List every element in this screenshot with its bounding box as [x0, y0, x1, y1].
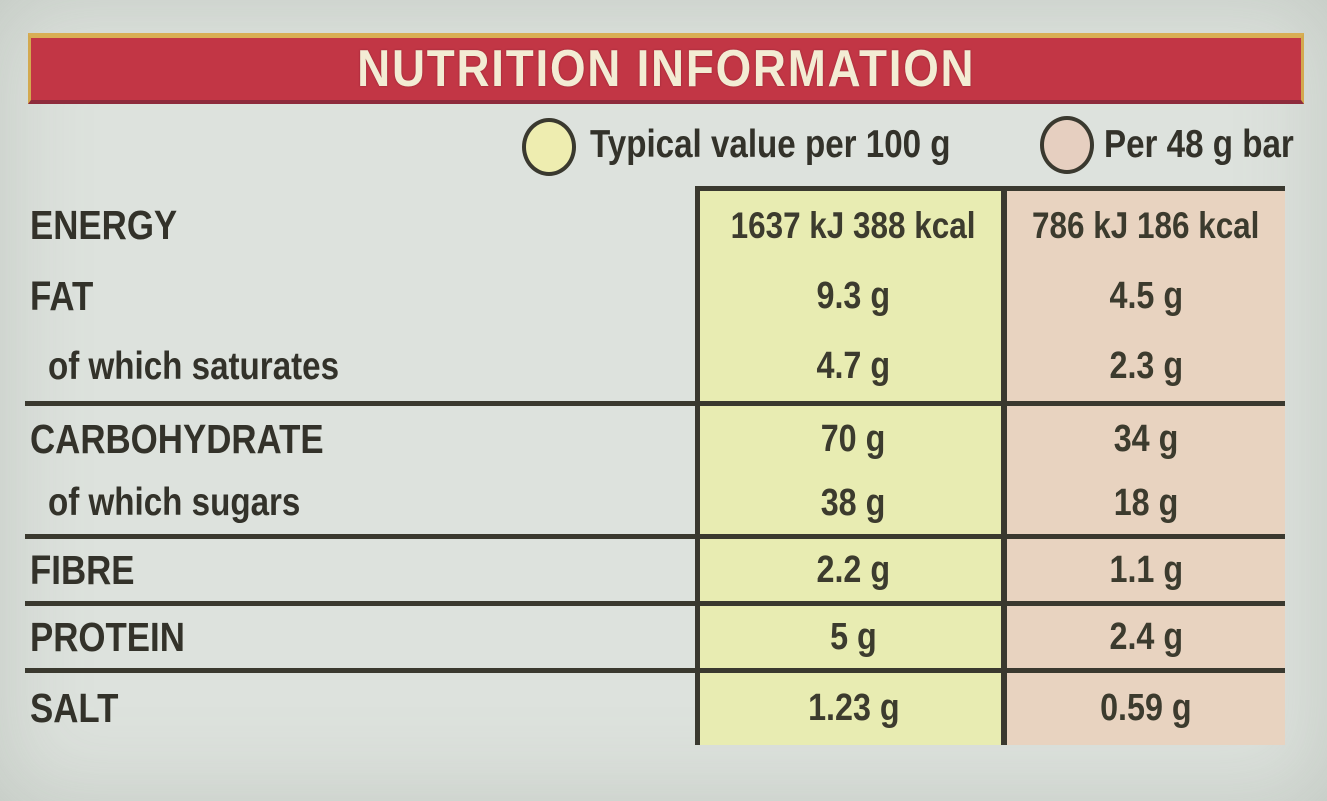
per-bar-value-text: 2.4 g [1109, 615, 1183, 658]
row-label: of which sugars [0, 472, 700, 534]
row-label: SALT [0, 672, 700, 745]
per-100g-value: 70 g [700, 406, 1007, 472]
per-bar-value-text: 2.3 g [1109, 345, 1183, 387]
row-label-text: SALT [30, 685, 119, 731]
row-label-text: ENERGY [30, 202, 178, 248]
per-bar-legend-label: Per 48 g bar [1104, 112, 1327, 178]
table-row: ENERGY 1637 kJ 388 kcal 786 kJ 186 kcal [0, 190, 1327, 261]
row-label-text: FIBRE [30, 546, 135, 593]
per-100g-column-background [700, 191, 1001, 745]
per-bar-value-text: 1.1 g [1109, 548, 1183, 591]
rule-after-sugars [25, 534, 1285, 539]
per-100g-value: 9.3 g [700, 261, 1007, 332]
per-100g-value: 4.7 g [700, 332, 1007, 401]
per-bar-value: 2.3 g [1007, 332, 1285, 401]
per-bar-value: 18 g [1007, 472, 1285, 534]
header-bar: NUTRITION INFORMATION [28, 33, 1304, 104]
column-divider [1001, 186, 1007, 745]
per-100g-value: 5 g [700, 606, 1007, 668]
per-bar-value: 2.4 g [1007, 606, 1285, 668]
table-row: PROTEIN 5 g 2.4 g [0, 606, 1327, 668]
per-bar-value: 1.1 g [1007, 539, 1285, 601]
per-100g-legend-label: Typical value per 100 g [590, 112, 1014, 178]
per-100g-value-text: 70 g [821, 417, 886, 460]
page-title: NUTRITION INFORMATION [356, 40, 976, 98]
per-bar-value-text: 0.59 g [1100, 687, 1192, 729]
per-bar-value-text: 18 g [1113, 481, 1179, 524]
table-row: FIBRE 2.2 g 1.1 g [0, 539, 1327, 601]
row-label: ENERGY [0, 190, 700, 261]
per-bar-value: 786 kJ 186 kcal [1007, 190, 1285, 261]
per-bar-swatch-icon [1040, 116, 1094, 174]
per-100g-value-text: 5 g [830, 615, 877, 658]
per-100g-value-text: 1637 kJ 388 kcal [731, 204, 976, 246]
per-bar-column-background [1007, 191, 1285, 745]
table-row: CARBOHYDRATE 70 g 34 g [0, 406, 1327, 472]
row-label: of which saturates [0, 332, 700, 401]
per-bar-value-text: 786 kJ 186 kcal [1032, 204, 1260, 246]
rule-after-protein [25, 668, 1285, 673]
row-label-text: FAT [30, 273, 94, 319]
per-100g-value: 2.2 g [700, 539, 1007, 601]
per-100g-value-text: 2.2 g [816, 548, 891, 591]
row-label: FIBRE [0, 539, 700, 601]
per-100g-value-text: 1.23 g [807, 687, 900, 729]
table-row: SALT 1.23 g 0.59 g [0, 672, 1327, 745]
row-label-text: PROTEIN [30, 613, 185, 660]
row-label: FAT [0, 261, 700, 332]
per-100g-value: 1.23 g [700, 672, 1007, 745]
per-100g-value: 1637 kJ 388 kcal [700, 190, 1007, 261]
per-bar-legend-text: Per 48 g bar [1104, 123, 1294, 166]
per-100g-value-text: 9.3 g [816, 275, 891, 317]
per-bar-value: 0.59 g [1007, 672, 1285, 745]
rule-after-saturates [25, 401, 1285, 406]
row-label-text: of which sugars [48, 481, 301, 524]
row-label-text: CARBOHYDRATE [30, 415, 324, 462]
row-label: PROTEIN [0, 606, 700, 668]
table-row: of which saturates 4.7 g 2.3 g [0, 332, 1327, 401]
table-row: of which sugars 38 g 18 g [0, 472, 1327, 534]
table-left-border [695, 186, 700, 745]
rule-after-fibre [25, 601, 1285, 606]
per-bar-value-text: 4.5 g [1109, 275, 1183, 317]
per-100g-swatch-icon [522, 118, 576, 176]
legend: Typical value per 100 g Per 48 g bar [0, 112, 1327, 178]
per-100g-value: 38 g [700, 472, 1007, 534]
per-100g-legend-text: Typical value per 100 g [590, 123, 951, 166]
per-bar-value: 34 g [1007, 406, 1285, 472]
row-label: CARBOHYDRATE [0, 406, 700, 472]
per-100g-value-text: 38 g [821, 481, 886, 524]
per-100g-value-text: 4.7 g [816, 345, 891, 387]
per-bar-value: 4.5 g [1007, 261, 1285, 332]
table-top-border [695, 186, 1285, 191]
per-bar-value-text: 34 g [1113, 417, 1179, 460]
table-row: FAT 9.3 g 4.5 g [0, 261, 1327, 332]
row-label-text: of which saturates [48, 344, 340, 388]
